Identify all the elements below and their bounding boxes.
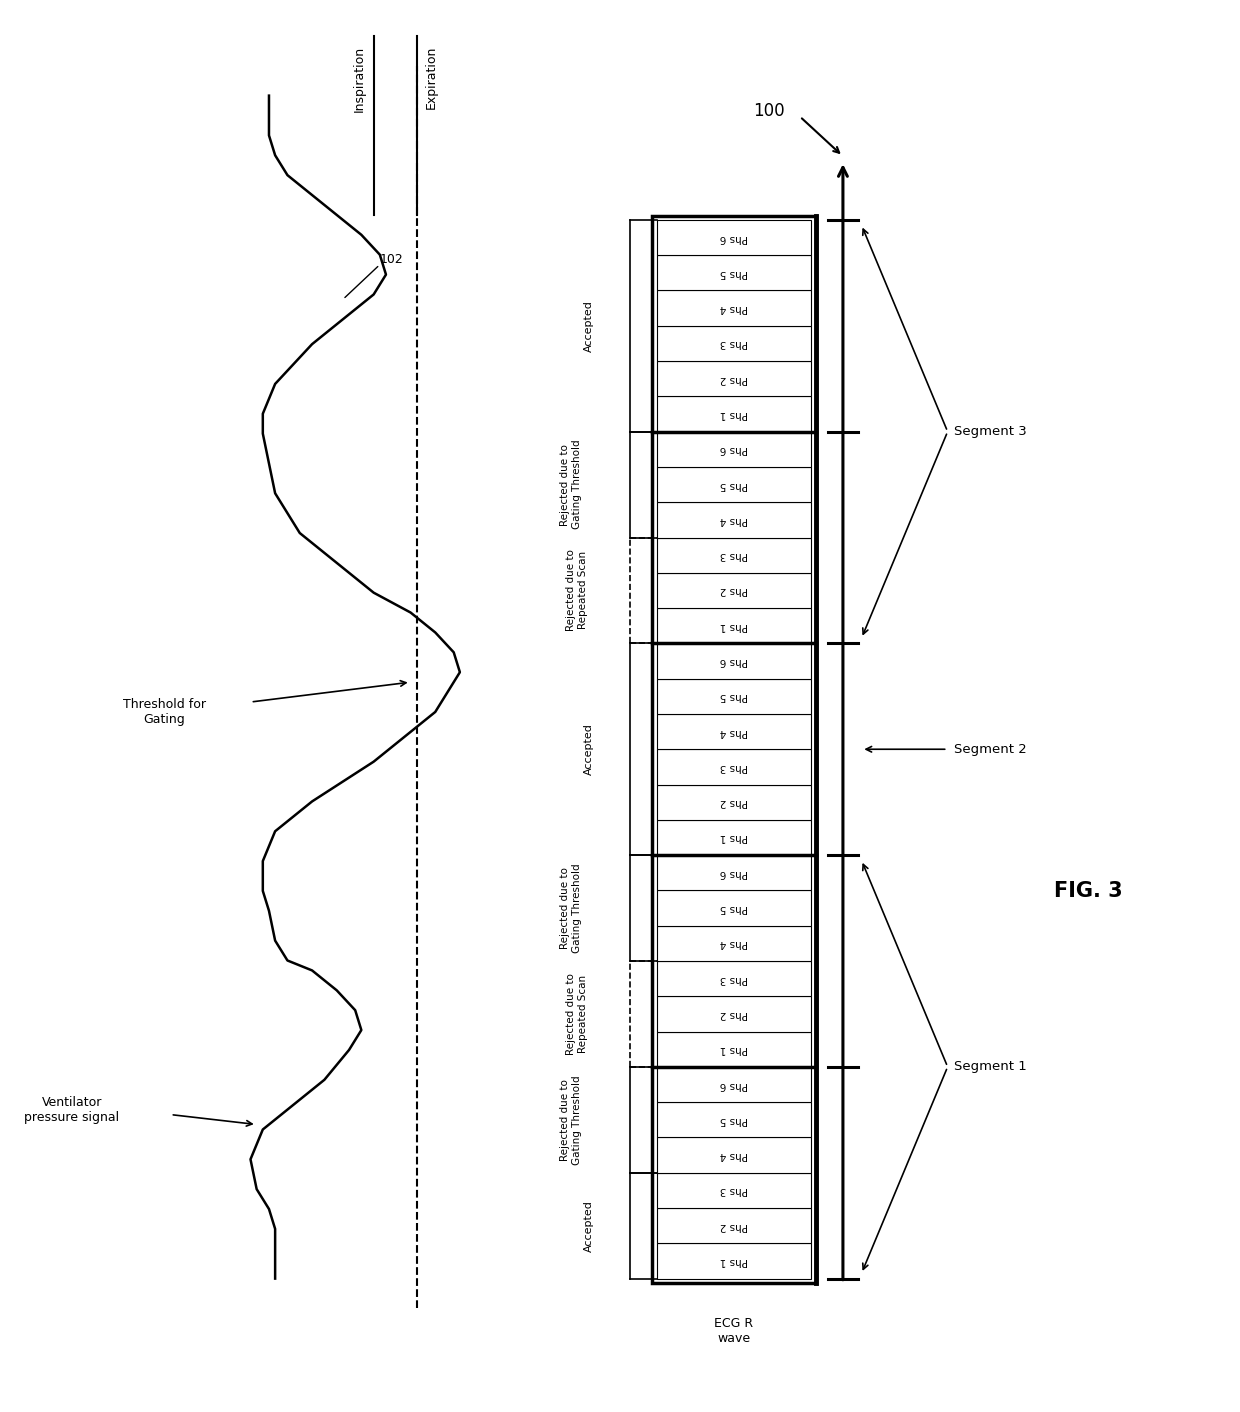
- Bar: [657, 1067, 811, 1103]
- Text: Phs 5: Phs 5: [719, 1115, 748, 1125]
- Text: Phs 1: Phs 1: [719, 833, 748, 843]
- Text: Rejected due to
Gating Threshold: Rejected due to Gating Threshold: [560, 863, 582, 953]
- Bar: [657, 326, 811, 361]
- Bar: [657, 503, 811, 538]
- Text: ECG R
wave: ECG R wave: [714, 1317, 754, 1346]
- Text: Accepted: Accepted: [584, 299, 594, 352]
- Text: 100: 100: [753, 103, 785, 120]
- Bar: [657, 467, 811, 503]
- Text: Accepted: Accepted: [584, 723, 594, 775]
- Bar: [657, 256, 811, 291]
- Text: Phs 4: Phs 4: [719, 1151, 748, 1161]
- Text: FIG. 3: FIG. 3: [1054, 881, 1122, 901]
- Text: Phs 4: Phs 4: [719, 727, 748, 737]
- Text: Phs 1: Phs 1: [719, 621, 748, 631]
- Bar: [657, 361, 811, 397]
- Bar: [657, 926, 811, 962]
- Text: Phs 6: Phs 6: [719, 445, 748, 455]
- Text: Segment 1: Segment 1: [954, 1060, 1027, 1073]
- Text: Phs 3: Phs 3: [719, 974, 748, 984]
- Text: Phs 3: Phs 3: [719, 762, 748, 772]
- Text: Ventilator
pressure signal: Ventilator pressure signal: [25, 1096, 119, 1124]
- Text: Phs 5: Phs 5: [719, 480, 748, 490]
- Text: 102: 102: [379, 253, 403, 265]
- Text: Phs 2: Phs 2: [719, 798, 748, 808]
- Bar: [657, 1032, 811, 1067]
- Bar: [657, 573, 811, 609]
- Text: Phs 1: Phs 1: [719, 1045, 748, 1055]
- Text: Rejected due to
Gating Threshold: Rejected due to Gating Threshold: [560, 439, 582, 530]
- Text: Phs 5: Phs 5: [719, 268, 748, 278]
- Bar: [657, 820, 811, 856]
- Bar: [657, 1209, 811, 1244]
- Text: Phs 3: Phs 3: [719, 1186, 748, 1196]
- Bar: [657, 785, 811, 820]
- Text: Rejected due to
Repeated Scan: Rejected due to Repeated Scan: [567, 973, 588, 1055]
- Text: Rejected due to
Gating Threshold: Rejected due to Gating Threshold: [560, 1075, 582, 1165]
- Text: Threshold for
Gating: Threshold for Gating: [123, 698, 206, 726]
- Bar: [657, 997, 811, 1032]
- Text: Phs 6: Phs 6: [719, 1080, 748, 1090]
- Text: Phs 1: Phs 1: [719, 1255, 748, 1267]
- Text: Phs 3: Phs 3: [719, 339, 748, 349]
- Bar: [657, 609, 811, 644]
- Bar: [657, 397, 811, 432]
- Bar: [657, 432, 811, 467]
- Bar: [657, 291, 811, 326]
- Text: Rejected due to
Repeated Scan: Rejected due to Repeated Scan: [567, 549, 588, 631]
- Text: Phs 6: Phs 6: [719, 868, 748, 878]
- Bar: [657, 1244, 811, 1279]
- Bar: [657, 1138, 811, 1173]
- Bar: [657, 714, 811, 750]
- Text: Expiration: Expiration: [425, 47, 438, 109]
- Text: Phs 2: Phs 2: [719, 1220, 748, 1231]
- Bar: [657, 750, 811, 785]
- Text: Phs 4: Phs 4: [719, 939, 748, 949]
- Text: Phs 5: Phs 5: [719, 692, 748, 702]
- Text: Phs 3: Phs 3: [719, 551, 748, 561]
- Text: Phs 1: Phs 1: [719, 409, 748, 419]
- Bar: [657, 962, 811, 997]
- Text: Inspiration: Inspiration: [352, 47, 366, 112]
- Text: Segment 2: Segment 2: [954, 743, 1027, 755]
- Bar: [652, 216, 816, 1282]
- Text: Phs 4: Phs 4: [719, 515, 748, 525]
- Bar: [657, 679, 811, 714]
- Text: Phs 4: Phs 4: [719, 304, 748, 313]
- Bar: [657, 891, 811, 926]
- Bar: [657, 220, 811, 256]
- Text: Phs 2: Phs 2: [719, 374, 748, 384]
- Bar: [657, 1173, 811, 1209]
- Bar: [657, 1103, 811, 1138]
- Bar: [657, 644, 811, 679]
- Bar: [657, 856, 811, 891]
- Text: Phs 2: Phs 2: [719, 1010, 748, 1019]
- Text: Accepted: Accepted: [584, 1200, 594, 1251]
- Text: Phs 6: Phs 6: [719, 657, 748, 666]
- Text: Phs 6: Phs 6: [719, 233, 748, 243]
- Text: Phs 5: Phs 5: [719, 904, 748, 914]
- Text: Phs 2: Phs 2: [719, 586, 748, 596]
- Bar: [657, 538, 811, 573]
- Text: Segment 3: Segment 3: [954, 425, 1027, 438]
